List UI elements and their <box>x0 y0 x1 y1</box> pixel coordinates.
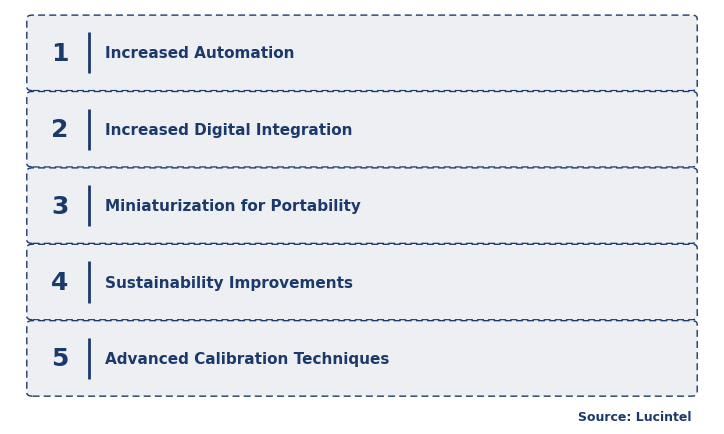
Text: Increased Automation: Increased Automation <box>105 46 295 61</box>
Text: Advanced Calibration Techniques: Advanced Calibration Techniques <box>105 351 390 366</box>
Text: 1: 1 <box>51 42 69 66</box>
Text: Sustainability Improvements: Sustainability Improvements <box>105 275 353 290</box>
FancyBboxPatch shape <box>27 168 697 244</box>
Text: Miniaturization for Portability: Miniaturization for Portability <box>105 199 361 214</box>
Text: 3: 3 <box>51 194 69 218</box>
Text: 5: 5 <box>51 347 69 371</box>
Text: 2: 2 <box>51 118 69 142</box>
FancyBboxPatch shape <box>27 245 697 320</box>
Text: Source: Lucintel: Source: Lucintel <box>578 410 691 423</box>
Text: 4: 4 <box>51 270 69 294</box>
FancyBboxPatch shape <box>27 92 697 168</box>
FancyBboxPatch shape <box>27 321 697 396</box>
Text: Increased Digital Integration: Increased Digital Integration <box>105 122 353 138</box>
FancyBboxPatch shape <box>27 16 697 92</box>
